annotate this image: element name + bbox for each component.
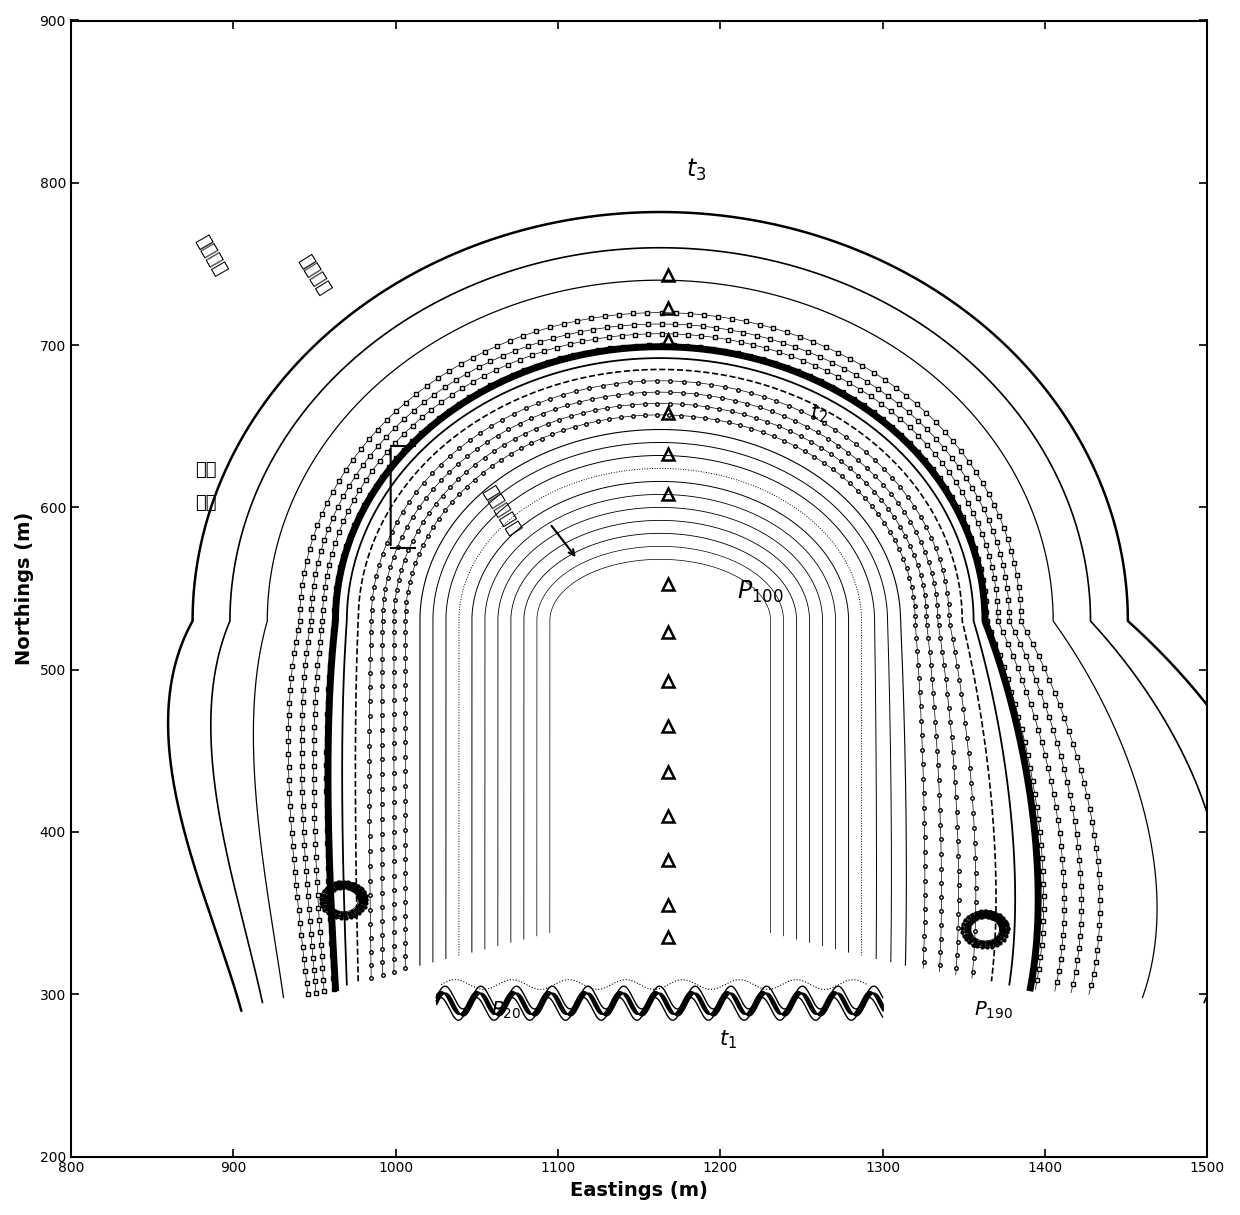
Text: $t_2$: $t_2$	[810, 402, 827, 424]
Text: 满岸: 满岸	[196, 460, 217, 479]
Text: $t_1$: $t_1$	[719, 1028, 738, 1051]
Text: $\boldsymbol{P_{190}}$: $\boldsymbol{P_{190}}$	[973, 1000, 1013, 1021]
Text: $\boldsymbol{P_{20}}$: $\boldsymbol{P_{20}}$	[491, 1000, 521, 1021]
Text: 次级侧积层: 次级侧积层	[479, 484, 523, 538]
Text: 宽度: 宽度	[196, 493, 217, 512]
X-axis label: Eastings (m): Eastings (m)	[570, 1181, 708, 1200]
Text: $t_3$: $t_3$	[686, 157, 706, 183]
Text: $\boldsymbol{P_{100}}$: $\boldsymbol{P_{100}}$	[737, 578, 784, 605]
Text: 河道凹岸: 河道凹岸	[192, 233, 229, 279]
Y-axis label: Northings (m): Northings (m)	[15, 512, 33, 665]
Text: 河道凸岸: 河道凸岸	[295, 253, 332, 299]
